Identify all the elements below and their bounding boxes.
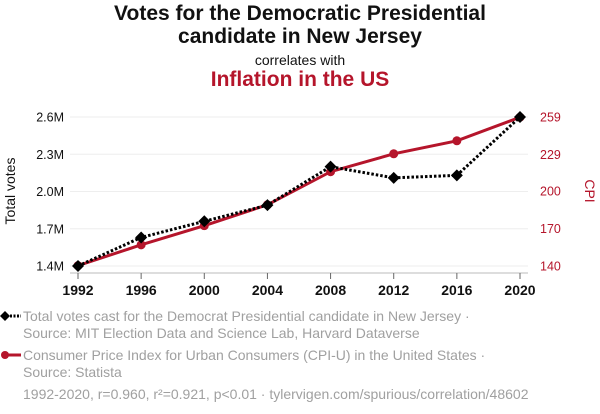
gridlines xyxy=(70,116,528,267)
votes-data-point xyxy=(450,169,463,182)
series-group xyxy=(72,111,526,272)
cpi-data-point xyxy=(452,136,462,146)
x-tick-label: 2004 xyxy=(252,282,283,298)
axes: 1.4M 1.7M 2.0M 2.3M 2.6M 140 170 200 229 259 1992 1… xyxy=(36,111,561,299)
votes-data-point xyxy=(198,215,211,228)
y-tick-label-right: 140 xyxy=(540,260,561,274)
x-tick-label: 1992 xyxy=(62,282,93,298)
votes-data-point xyxy=(387,171,400,184)
votes-data-point xyxy=(135,231,148,244)
votes-data-point xyxy=(514,111,526,123)
y-tick-label-left: 2.6M xyxy=(36,111,64,125)
legend-item-cpi: Consumer Price Index for Urban Consumers… xyxy=(0,347,600,387)
votes-data-point xyxy=(324,160,337,173)
chart-title-line1: Votes for the Democratic Presidential xyxy=(114,2,486,25)
x-tick-label: 2000 xyxy=(189,282,220,298)
y-tick-label-left: 2.3M xyxy=(36,148,64,162)
y-tick-label-right: 170 xyxy=(540,222,561,236)
x-tick-label: 2008 xyxy=(315,282,346,298)
legend-cpi-label: Consumer Price Index for Urban Consumers… xyxy=(23,347,486,363)
y-tick-label-left: 1.7M xyxy=(36,222,64,236)
y-tick-label-left: 1.4M xyxy=(36,260,64,274)
chart-subtitle: Inflation in the US xyxy=(210,68,390,91)
chart-title: Votes for the Democratic Presidential ca… xyxy=(0,2,600,48)
votes-data-point xyxy=(261,199,274,212)
y-tick-label-right: 229 xyxy=(540,148,561,162)
solid-line-circle-icon xyxy=(1,351,21,359)
chart-title-line2: candidate in New Jersey xyxy=(178,25,422,48)
cpi-series-line xyxy=(77,115,521,268)
legend-votes-source: Source: MIT Election Data and Science La… xyxy=(23,325,420,341)
y-tick-label-right: 259 xyxy=(540,111,561,125)
cpi-data-point xyxy=(136,240,146,250)
x-tick-label: 2012 xyxy=(378,282,409,298)
y-axis-label-right: CPI xyxy=(582,179,598,202)
y-tick-label-right: 200 xyxy=(540,184,561,198)
x-tick-label: 2016 xyxy=(441,282,472,298)
x-tick-label: 1996 xyxy=(126,282,157,298)
legend-cpi-source: Source: Statista xyxy=(23,364,122,380)
correlates-with-label: correlates with xyxy=(254,52,346,68)
legend-votes-label: Total votes cast for the Democrat Presid… xyxy=(23,308,470,324)
correlation-footer: 1992-2020, r=0.960, r²=0.921, p<0.01 · t… xyxy=(23,386,529,402)
legend-item-votes: Total votes cast for the Democrat Presid… xyxy=(0,308,600,348)
dotted-line-diamond-icon xyxy=(0,311,21,321)
y-tick-label-left: 2.0M xyxy=(36,185,64,199)
y-axis-label-left: Total votes xyxy=(2,158,18,225)
x-tick-label: 2020 xyxy=(504,282,535,298)
votes-data-point xyxy=(72,260,84,272)
cpi-data-point xyxy=(389,149,399,159)
